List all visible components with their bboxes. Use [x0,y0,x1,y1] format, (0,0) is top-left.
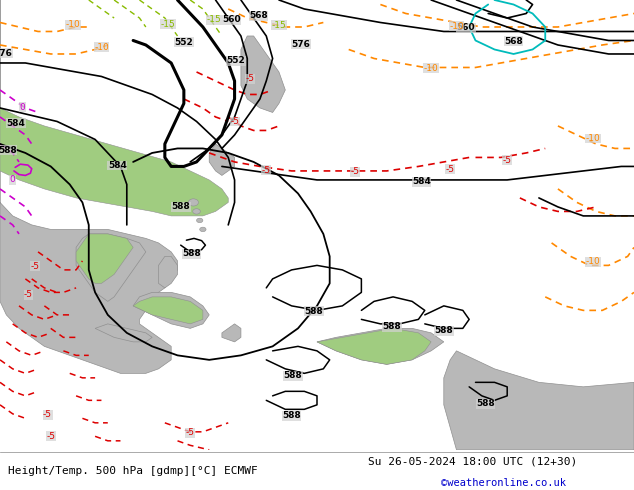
Text: 560: 560 [222,15,241,24]
Text: -10: -10 [65,20,81,29]
Polygon shape [209,144,235,175]
Circle shape [197,218,203,222]
Polygon shape [76,234,146,301]
Text: -5: -5 [262,166,271,174]
Text: 584: 584 [412,177,431,186]
Polygon shape [95,324,152,342]
Text: 588: 588 [0,146,17,155]
Polygon shape [222,324,241,342]
Polygon shape [317,328,444,365]
Text: -5: -5 [43,410,52,419]
Text: -5: -5 [24,290,33,299]
Text: 588: 588 [382,322,401,331]
Text: Su 26-05-2024 18:00 UTC (12+30): Su 26-05-2024 18:00 UTC (12+30) [368,456,577,466]
Text: 588: 588 [476,399,495,409]
Text: -5: -5 [46,432,55,441]
Text: 552: 552 [174,38,193,47]
Text: -10: -10 [449,22,464,30]
Text: -10: -10 [585,134,600,143]
Text: 0: 0 [10,175,16,184]
Text: 568: 568 [504,37,523,46]
Polygon shape [317,328,431,365]
Polygon shape [158,256,178,288]
Polygon shape [76,234,133,283]
Polygon shape [444,351,634,450]
Text: -5: -5 [446,165,455,173]
Polygon shape [133,297,203,324]
Text: ©weatheronline.co.uk: ©weatheronline.co.uk [441,478,566,488]
Polygon shape [0,0,228,216]
Text: -5: -5 [246,74,255,83]
Polygon shape [0,0,178,373]
Text: 576: 576 [0,49,13,58]
Circle shape [200,227,206,232]
Text: 552: 552 [226,56,245,65]
Text: -5: -5 [186,428,195,437]
Text: Height/Temp. 500 hPa [gdmp][°C] ECMWF: Height/Temp. 500 hPa [gdmp][°C] ECMWF [8,466,257,476]
Text: 588: 588 [282,411,301,420]
Text: 588: 588 [434,326,453,335]
Text: 576: 576 [292,40,311,49]
Text: 560: 560 [456,24,476,32]
Text: -5: -5 [351,167,359,176]
Text: 0: 0 [19,102,25,112]
Text: -5: -5 [503,156,512,165]
Text: -15: -15 [207,15,222,24]
Polygon shape [133,293,209,328]
Text: -15: -15 [271,21,287,30]
Text: 584: 584 [6,119,25,128]
Circle shape [193,209,200,214]
Text: 588: 588 [283,371,302,380]
Text: -5: -5 [230,117,239,126]
Text: 588: 588 [304,307,323,316]
Text: -10: -10 [585,257,600,266]
Text: 584: 584 [108,161,127,170]
Text: -5: -5 [30,262,39,271]
Text: 568: 568 [249,11,268,20]
Text: -10: -10 [94,43,109,52]
Text: -10: -10 [424,64,439,73]
Text: 588: 588 [182,249,201,258]
Polygon shape [241,36,285,113]
Text: 588: 588 [171,202,190,211]
Text: -15: -15 [160,20,176,29]
Circle shape [188,199,198,206]
